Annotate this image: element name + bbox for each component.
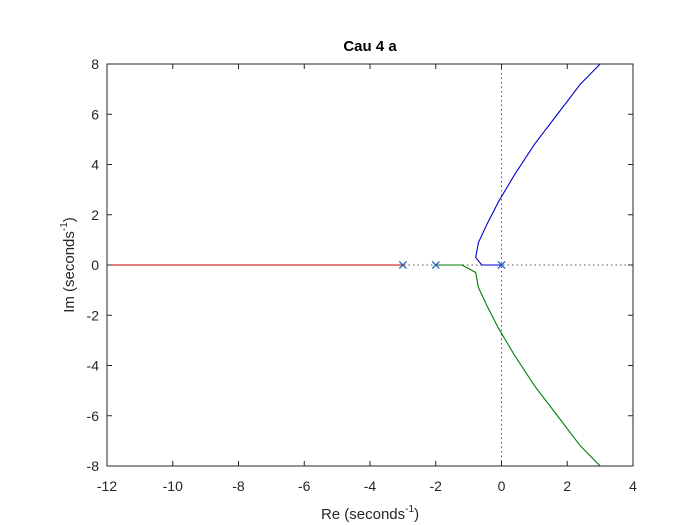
y-tick-label: 2 [91,207,99,223]
y-tick-label: 0 [91,257,99,273]
y-axis-label-sup: -1 [59,222,70,231]
x-axis-label: Re (seconds-1) [321,504,419,523]
y-tick-label: -2 [87,307,100,323]
chart-title: Cau 4 a [343,38,397,55]
y-tick-label: -8 [87,458,100,474]
y-axis-label-tail: ) [61,217,78,222]
x-tick-label: 2 [563,478,571,494]
x-tick-label: -12 [97,478,117,494]
locus-branch-2 [475,64,601,266]
y-axis-label-text: Im (seconds [61,231,78,313]
y-axis-ticks: -8 -6 -4 -2 0 2 4 6 8 [87,56,633,474]
y-tick-label: 4 [91,157,99,173]
x-tick-label: 0 [498,478,506,494]
x-axis-label-sup: -1 [405,504,414,515]
poles-layer [398,260,506,270]
x-tick-label: -4 [364,478,377,494]
x-axis-label-text: Re (seconds [321,506,405,523]
x-tick-label: -10 [163,478,183,494]
pole-marker-3 [497,260,506,270]
pole-marker-2 [431,260,440,270]
x-tick-label: -2 [430,478,443,494]
locus-branch-3 [435,264,601,466]
x-tick-label: 4 [629,478,637,494]
series-layer [107,64,601,466]
y-axis-label: Im (seconds-1) [59,217,78,313]
pole-marker-1 [398,260,407,270]
y-tick-label: -6 [87,408,100,424]
x-axis-ticks: -12 -10 -8 -6 -4 -2 0 2 4 [97,64,637,494]
x-tick-label: -8 [232,478,245,494]
y-tick-label: 8 [91,56,99,72]
x-axis-label-tail: ) [414,506,419,523]
y-tick-label: 6 [91,106,99,122]
y-tick-label: -4 [87,358,100,374]
x-tick-label: -6 [298,478,311,494]
